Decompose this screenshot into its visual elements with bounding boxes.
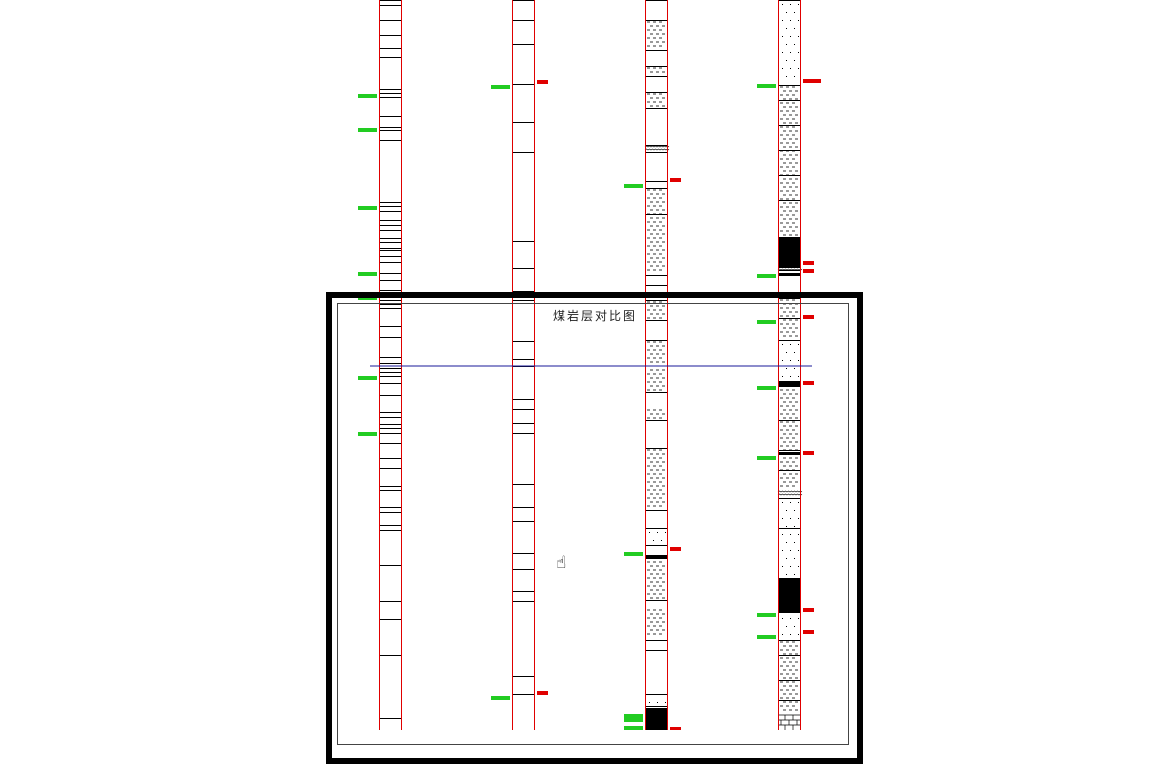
green-marker (491, 85, 510, 89)
chart-title: 煤岩层对比图 (553, 307, 637, 324)
lithology-pattern-dash (647, 94, 665, 106)
red-marker (803, 261, 814, 265)
green-marker (757, 274, 776, 278)
red-marker (803, 79, 821, 83)
lithology-pattern-dash (780, 87, 798, 235)
drawing-inner-border (337, 303, 849, 745)
lithology-pattern-dash (647, 190, 665, 270)
coal-seam (778, 273, 801, 276)
hand-cursor-icon: ☝ (556, 555, 566, 572)
green-marker (757, 84, 776, 88)
green-marker (358, 272, 377, 276)
green-marker (358, 128, 377, 132)
red-marker (670, 178, 681, 182)
green-marker (358, 94, 377, 98)
lithology-pattern-dot (782, 4, 799, 77)
green-marker (358, 206, 377, 210)
red-marker (537, 80, 548, 84)
lithology-pattern-wavy (645, 146, 669, 150)
coal-seam (778, 237, 801, 268)
green-marker (624, 184, 643, 188)
red-marker (803, 269, 814, 273)
lithology-pattern-dash (647, 68, 665, 72)
lithology-pattern-wavy (778, 269, 802, 270)
lithology-pattern-dash (647, 22, 665, 46)
